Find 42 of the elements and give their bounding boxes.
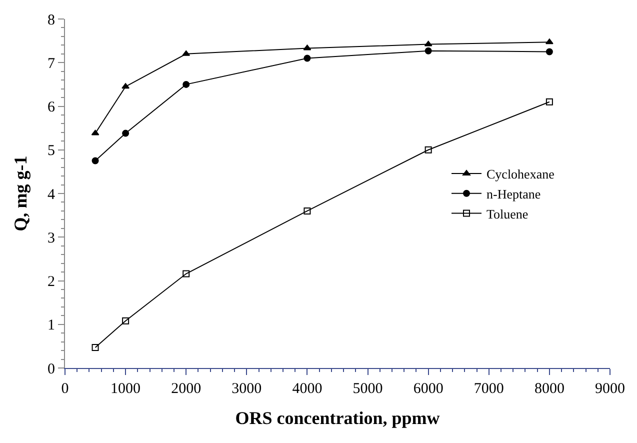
x-tick-label: 1000 bbox=[110, 381, 141, 397]
point bbox=[122, 83, 130, 89]
point bbox=[91, 130, 100, 136]
x-tick-label: 2000 bbox=[171, 381, 202, 397]
point bbox=[122, 317, 130, 324]
x-tick-label: 9000 bbox=[595, 381, 625, 397]
point bbox=[304, 54, 311, 62]
y-tick-label: 5 bbox=[48, 143, 55, 160]
legend-label: Toluene bbox=[486, 206, 528, 222]
point bbox=[182, 50, 190, 56]
point bbox=[424, 40, 432, 46]
y-tick-label: 2 bbox=[48, 274, 55, 290]
point bbox=[304, 207, 311, 214]
point bbox=[424, 146, 432, 154]
legend-label: Cyclohexane bbox=[486, 166, 555, 182]
x-tick-label: 7000 bbox=[474, 381, 504, 397]
point bbox=[424, 47, 432, 54]
y-tick-label: 1 bbox=[48, 318, 55, 334]
y-axis-title: Q, mg g-1 bbox=[10, 156, 31, 232]
y-tick-label: 4 bbox=[48, 186, 56, 203]
point bbox=[92, 157, 99, 164]
point bbox=[545, 38, 554, 44]
point bbox=[303, 44, 312, 50]
point bbox=[122, 130, 130, 137]
x-tick-label: 5000 bbox=[352, 381, 383, 397]
y-tick-label: 7 bbox=[48, 56, 56, 72]
y-tick-label: 3 bbox=[48, 230, 55, 246]
x-tick-label: 4000 bbox=[292, 381, 322, 397]
legend-label: n-Heptane bbox=[486, 186, 541, 202]
point bbox=[546, 48, 553, 56]
x-axis-title: ORS concentration, ppmw bbox=[235, 408, 440, 428]
x-tick-label: 3000 bbox=[232, 381, 262, 397]
y-tick-label: 0 bbox=[48, 361, 55, 378]
x-tick-label: 8000 bbox=[534, 381, 564, 397]
point bbox=[546, 98, 553, 106]
x-tick-label: 6000 bbox=[413, 381, 444, 397]
point bbox=[182, 270, 190, 278]
y-tick-label: 8 bbox=[48, 12, 55, 28]
point bbox=[182, 80, 190, 88]
y-tick-label: 6 bbox=[48, 100, 56, 116]
point bbox=[92, 344, 99, 351]
x-tick-label: 0 bbox=[61, 381, 69, 397]
